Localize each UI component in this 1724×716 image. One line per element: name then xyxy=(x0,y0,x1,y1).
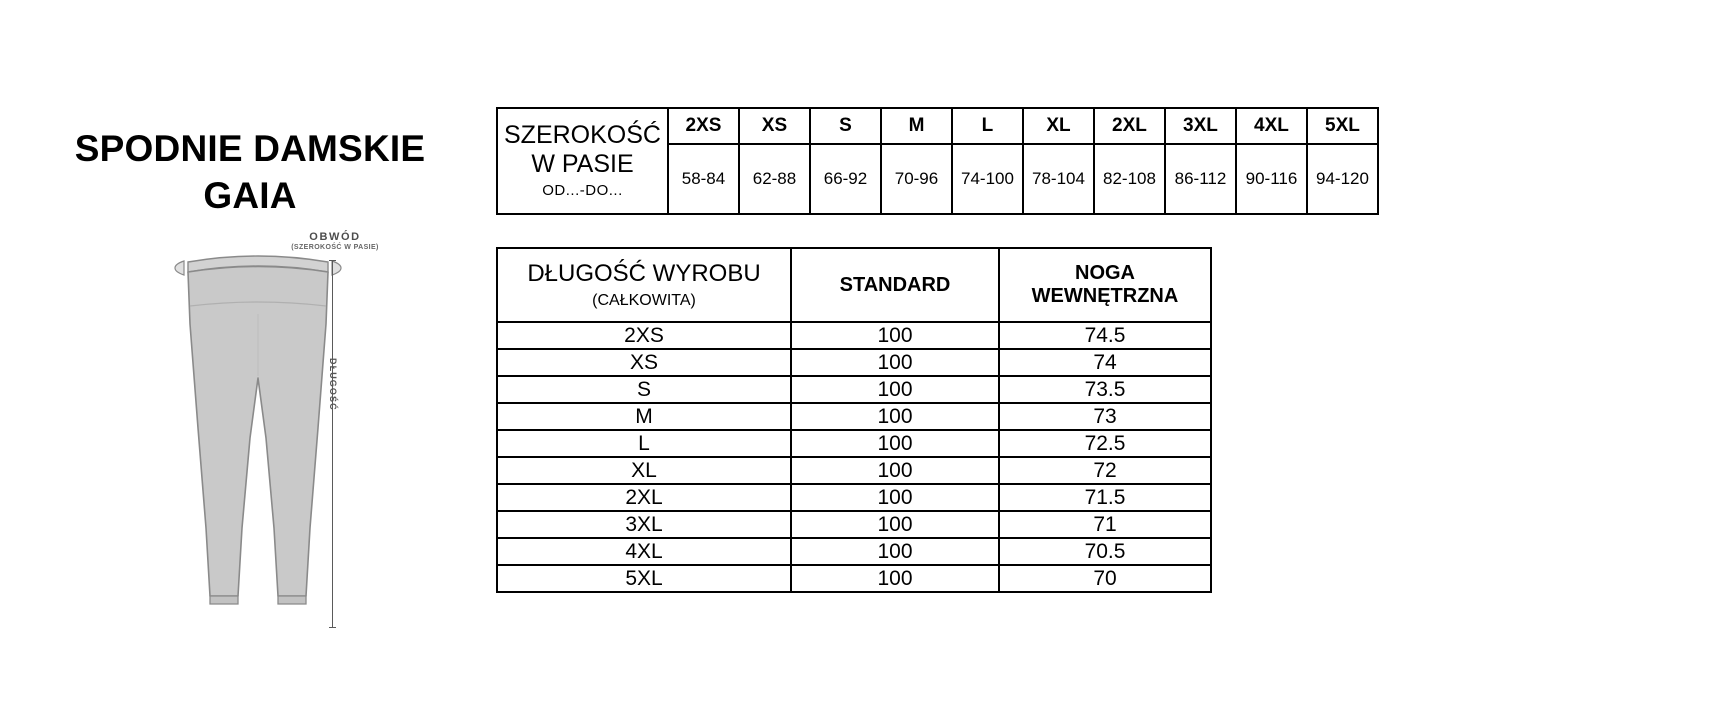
length-header-main-text: DŁUGOŚĆ WYROBU xyxy=(527,259,761,287)
length-inner-leg-cell: 72 xyxy=(998,456,1212,485)
table-row: SZEROKOŚĆ W PASIE OD...-DO... 2XS XS S M… xyxy=(496,107,1379,215)
length-size-cell: M xyxy=(496,402,792,431)
table-row: XL 100 72 xyxy=(496,456,1212,485)
length-inner-leg-cell: 74.5 xyxy=(998,321,1212,350)
length-size-cell: XS xyxy=(496,348,792,377)
length-size-cell: XL xyxy=(496,456,792,485)
length-header-standard: STANDARD xyxy=(790,247,1000,323)
size-header-l: L xyxy=(950,107,1024,145)
size-header-m: M xyxy=(879,107,953,145)
waist-width-table: SZEROKOŚĆ W PASIE OD...-DO... 2XS XS S M… xyxy=(496,107,1379,215)
length-measure-arrow xyxy=(329,260,336,628)
product-title-line1: SPODNIE DAMSKIE xyxy=(74,128,426,169)
length-size-cell: 3XL xyxy=(496,510,792,539)
length-standard-cell: 100 xyxy=(790,429,1000,458)
table-row: 3XL 100 71 xyxy=(496,510,1212,539)
waist-row-label: SZEROKOŚĆ W PASIE OD...-DO... xyxy=(496,107,669,215)
size-header-xs: XS xyxy=(737,107,811,145)
page-title: SPODNIE DAMSKIE GAIA xyxy=(0,125,500,220)
length-size-cell: S xyxy=(496,375,792,404)
length-size-cell: 2XS xyxy=(496,321,792,350)
size-header-xl: XL xyxy=(1021,107,1095,145)
pants-diagram-icon xyxy=(174,255,342,605)
size-header-2xs: 2XS xyxy=(666,107,740,145)
size-header-3xl: 3XL xyxy=(1163,107,1237,145)
length-measure-label: DŁUGOŚĆ xyxy=(328,358,338,411)
length-standard-cell: 100 xyxy=(790,483,1000,512)
size-header-5xl: 5XL xyxy=(1305,107,1379,145)
length-standard-cell: 100 xyxy=(790,348,1000,377)
table-row: XS 100 74 xyxy=(496,348,1212,377)
waist-measure-label: OBWÓD (SZEROKOŚĆ W PASIE) xyxy=(245,231,425,251)
length-inner-leg-cell: 70.5 xyxy=(998,537,1212,566)
length-size-cell: 2XL xyxy=(496,483,792,512)
table-row: 2XS 100 74.5 xyxy=(496,321,1212,350)
product-title-line2: GAIA xyxy=(203,175,297,217)
waist-value-s: 66-92 xyxy=(808,143,882,215)
waist-value-l: 74-100 xyxy=(950,143,1024,215)
table-header-row: DŁUGOŚĆ WYROBU (CAŁKOWITA) STANDARD NOGA… xyxy=(496,247,1212,323)
length-size-cell: L xyxy=(496,429,792,458)
waist-measure-label-main: OBWÓD xyxy=(309,231,361,243)
length-size-cell: 5XL xyxy=(496,564,792,593)
length-standard-cell: 100 xyxy=(790,375,1000,404)
length-header-inner-leg: NOGA WEWNĘTRZNA xyxy=(998,247,1212,323)
waist-value-2xl: 82-108 xyxy=(1092,143,1166,215)
length-inner-leg-cell: 70 xyxy=(998,564,1212,593)
waist-value-xs: 62-88 xyxy=(737,143,811,215)
pants-illustration: OBWÓD (SZEROKOŚĆ W PASIE) DŁUGOŚĆ xyxy=(150,228,430,628)
waist-row-label-line2: W PASIE xyxy=(531,150,634,179)
waist-value-m: 70-96 xyxy=(879,143,953,215)
waist-row-sublabel: OD...-DO... xyxy=(542,181,623,199)
length-size-cell: 4XL xyxy=(496,537,792,566)
length-inner-leg-cell: 73 xyxy=(998,402,1212,431)
left-panel: SPODNIE DAMSKIE GAIA OBWÓD (SZEROKOŚĆ W … xyxy=(0,0,500,716)
waist-value-4xl: 90-116 xyxy=(1234,143,1308,215)
length-inner-leg-cell: 73.5 xyxy=(998,375,1212,404)
table-row: 5XL 100 70 xyxy=(496,564,1212,593)
waist-measure-label-sub: (SZEROKOŚĆ W PASIE) xyxy=(291,244,379,251)
length-standard-cell: 100 xyxy=(790,456,1000,485)
waist-value-2xs: 58-84 xyxy=(666,143,740,215)
waist-value-xl: 78-104 xyxy=(1021,143,1095,215)
length-header-main-sub: (CAŁKOWITA) xyxy=(592,292,696,310)
size-header-2xl: 2XL xyxy=(1092,107,1166,145)
length-standard-cell: 100 xyxy=(790,564,1000,593)
length-standard-cell: 100 xyxy=(790,537,1000,566)
table-row: 58-84 62-88 66-92 70-96 74-100 78-104 82… xyxy=(497,143,1379,215)
size-header-s: S xyxy=(808,107,882,145)
table-row: 2XL 100 71.5 xyxy=(496,483,1212,512)
table-row: L 100 72.5 xyxy=(496,429,1212,458)
length-standard-cell: 100 xyxy=(790,402,1000,431)
length-inner-leg-cell: 71 xyxy=(998,510,1212,539)
length-inner-leg-cell: 72.5 xyxy=(998,429,1212,458)
table-row: 4XL 100 70.5 xyxy=(496,537,1212,566)
waist-width-table-container: SZEROKOŚĆ W PASIE OD...-DO... 2XS XS S M… xyxy=(496,107,1379,215)
length-standard-cell: 100 xyxy=(790,510,1000,539)
length-inner-leg-cell: 74 xyxy=(998,348,1212,377)
length-header-main: DŁUGOŚĆ WYROBU (CAŁKOWITA) xyxy=(496,247,792,323)
size-header-4xl: 4XL xyxy=(1234,107,1308,145)
waist-value-5xl: 94-120 xyxy=(1305,143,1379,215)
length-inner-leg-cell: 71.5 xyxy=(998,483,1212,512)
waist-value-3xl: 86-112 xyxy=(1163,143,1237,215)
waist-row-label-line1: SZEROKOŚĆ xyxy=(504,120,661,149)
product-length-table-container: DŁUGOŚĆ WYROBU (CAŁKOWITA) STANDARD NOGA… xyxy=(496,247,1212,593)
table-row: S 100 73.5 xyxy=(496,375,1212,404)
length-standard-cell: 100 xyxy=(790,321,1000,350)
table-row: M 100 73 xyxy=(496,402,1212,431)
product-length-table: DŁUGOŚĆ WYROBU (CAŁKOWITA) STANDARD NOGA… xyxy=(496,247,1212,593)
